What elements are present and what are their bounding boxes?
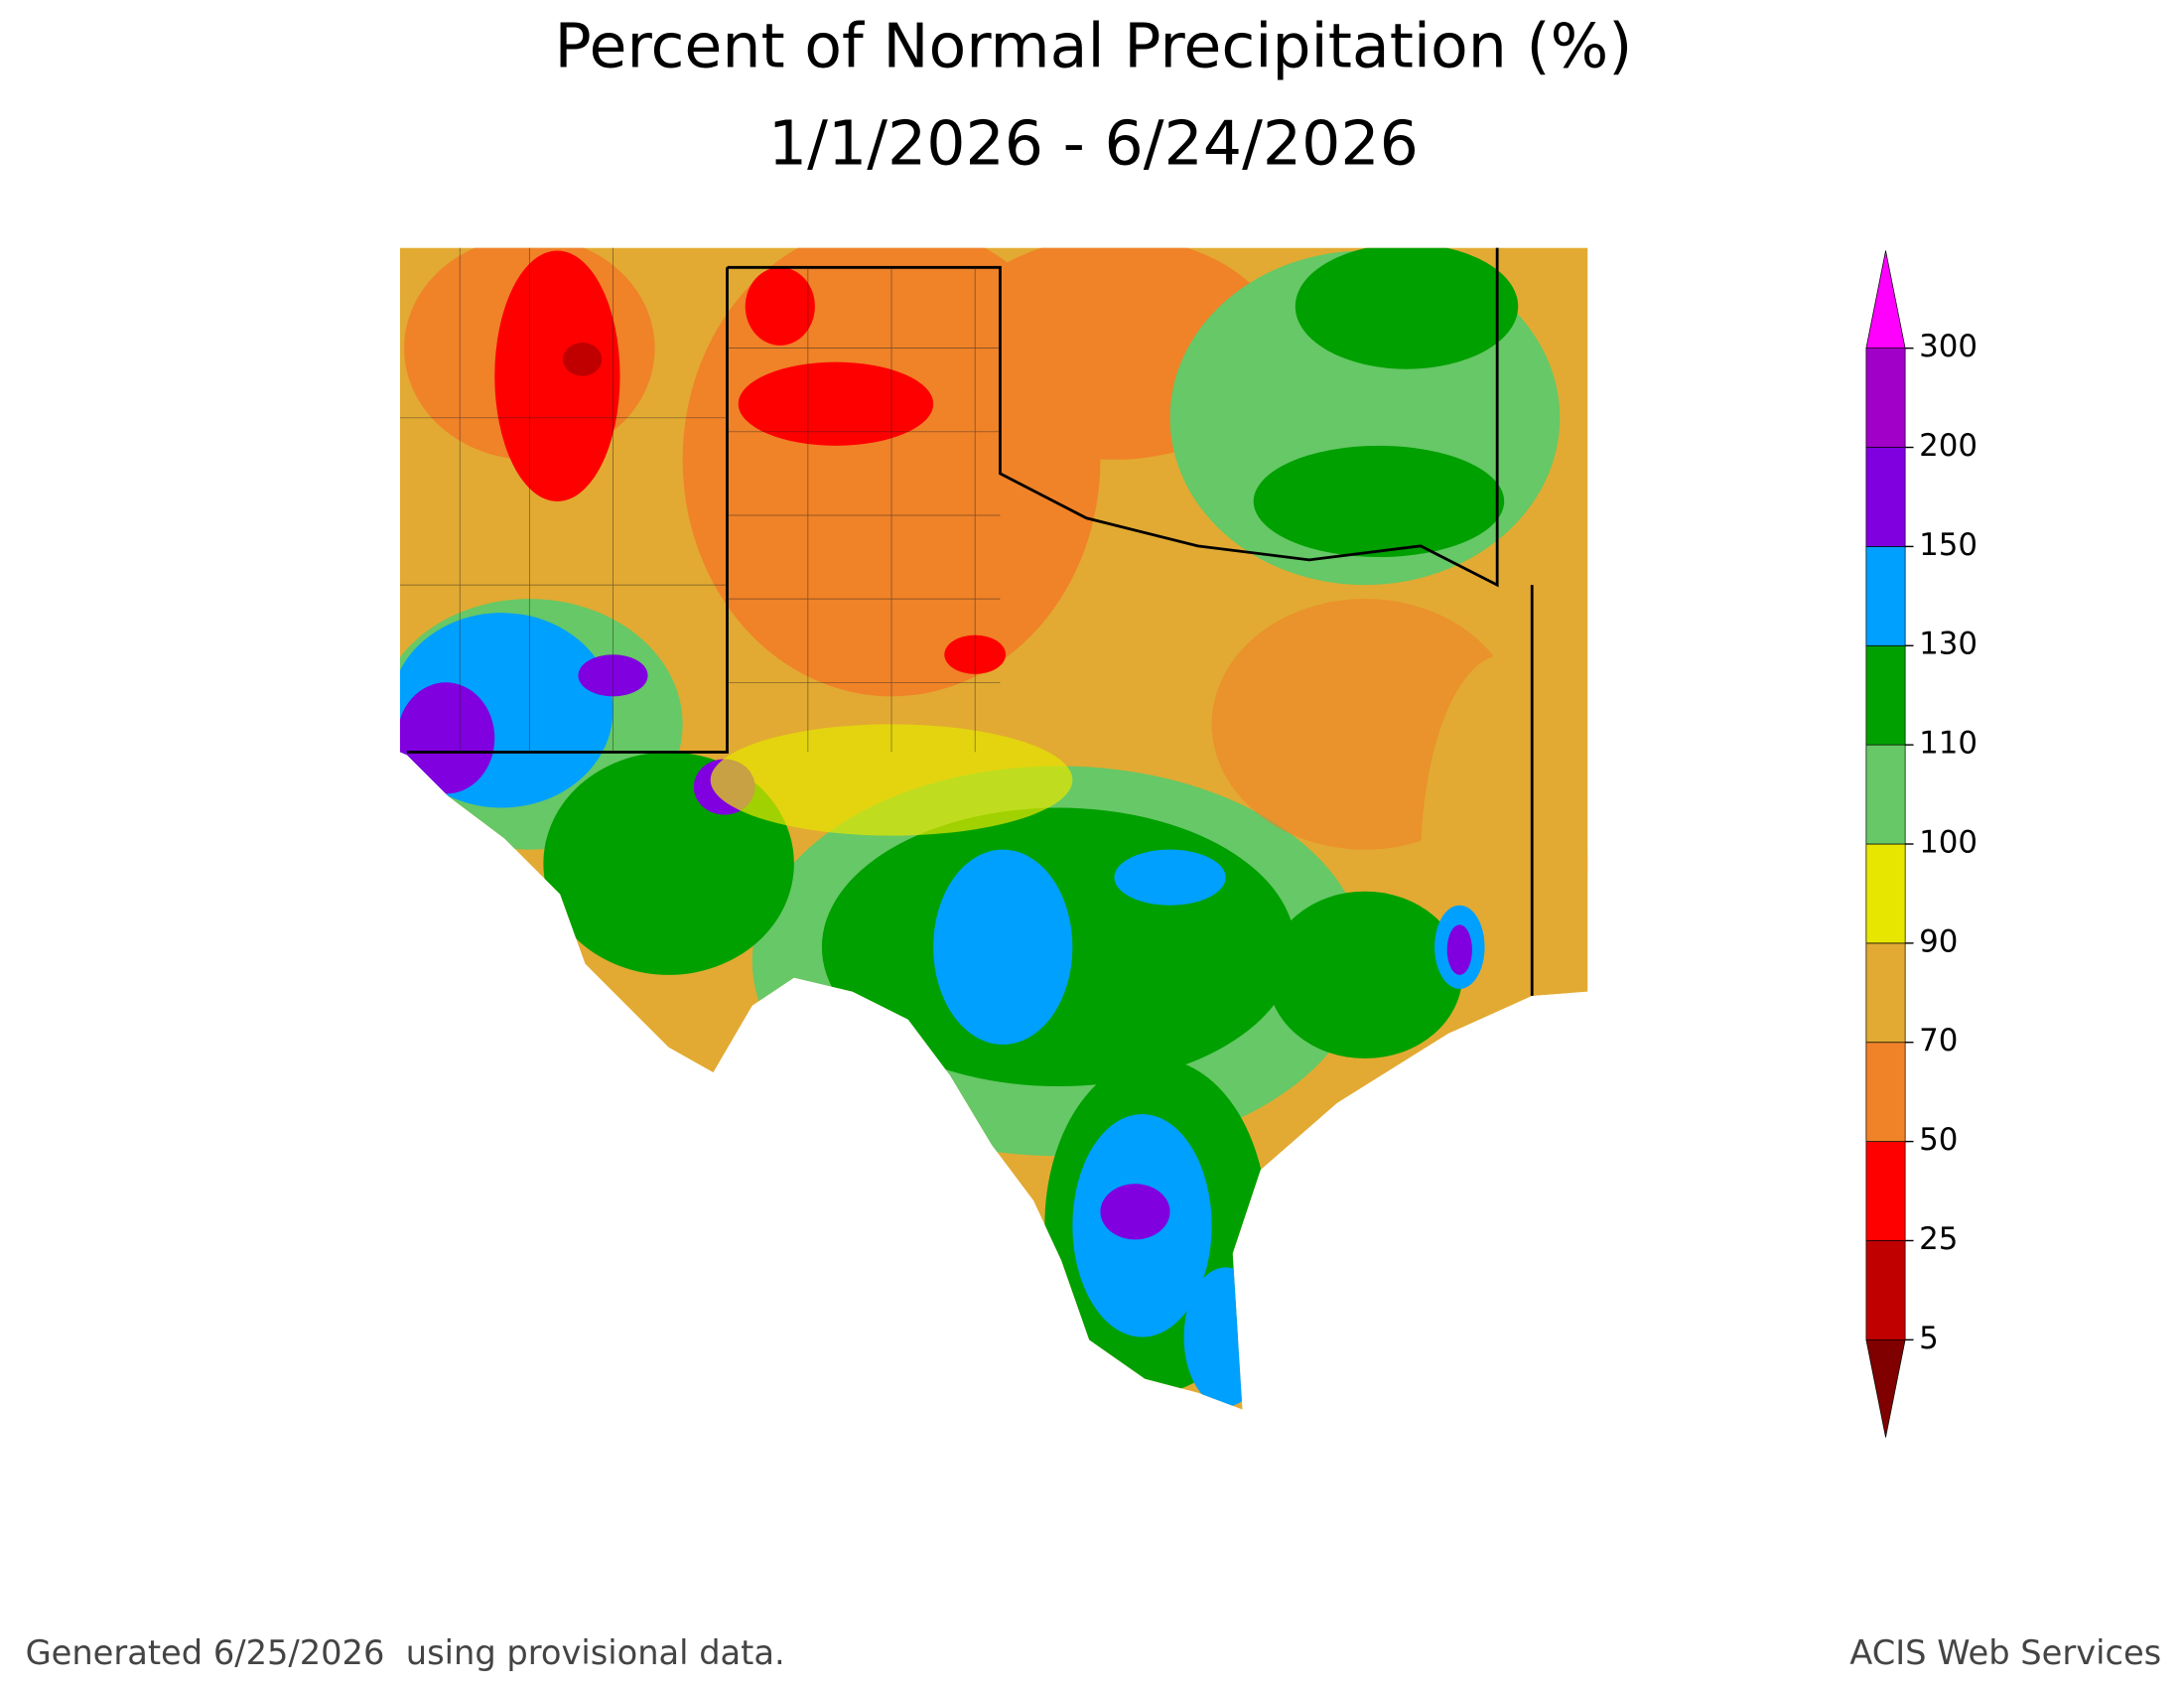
colorbar-label: 130 [1919,627,1978,662]
colorbar-segment [1865,1042,1906,1142]
colorbar-label: 110 [1919,726,1978,762]
colorbar-segment [1865,1240,1906,1340]
colorbar-segment [1865,843,1906,944]
colorbar-label: 70 [1919,1023,1958,1058]
colorbar-label: 100 [1919,825,1978,861]
colorbar-label: 150 [1919,527,1978,563]
subtitle: 1/1/2026 - 6/24/2026 [768,108,1419,180]
colorbar-under [1865,1338,1906,1438]
colorbar-label: 25 [1919,1221,1958,1257]
colorbar-segment [1865,1141,1906,1241]
colorbar-segment [1865,644,1906,746]
colorbar-segment [1865,348,1906,448]
colorbar-label: 200 [1919,428,1978,464]
colorbar-over [1865,250,1906,350]
colorbar-segment [1865,942,1906,1044]
colorbar-label: 50 [1919,1122,1958,1158]
colorbar-label: 90 [1919,923,1958,959]
colorbar-segment [1865,447,1906,547]
colorbar-label: 300 [1919,329,1978,364]
colorbar: 5 25 50 70 90 100 110 130 150 200 300 [1865,250,1978,1438]
borders [399,247,1534,996]
colorbar-segment [1865,744,1906,845]
colorbar-label: 5 [1919,1321,1939,1356]
footer-left: Generated 6/25/2026 using provisional da… [26,1633,785,1672]
footer-right: ACIS Web Services [1849,1633,2161,1672]
title: Percent of Normal Precipitation (%) [554,10,1632,81]
precip-map [399,247,1588,1410]
colorbar-segment [1865,546,1906,646]
